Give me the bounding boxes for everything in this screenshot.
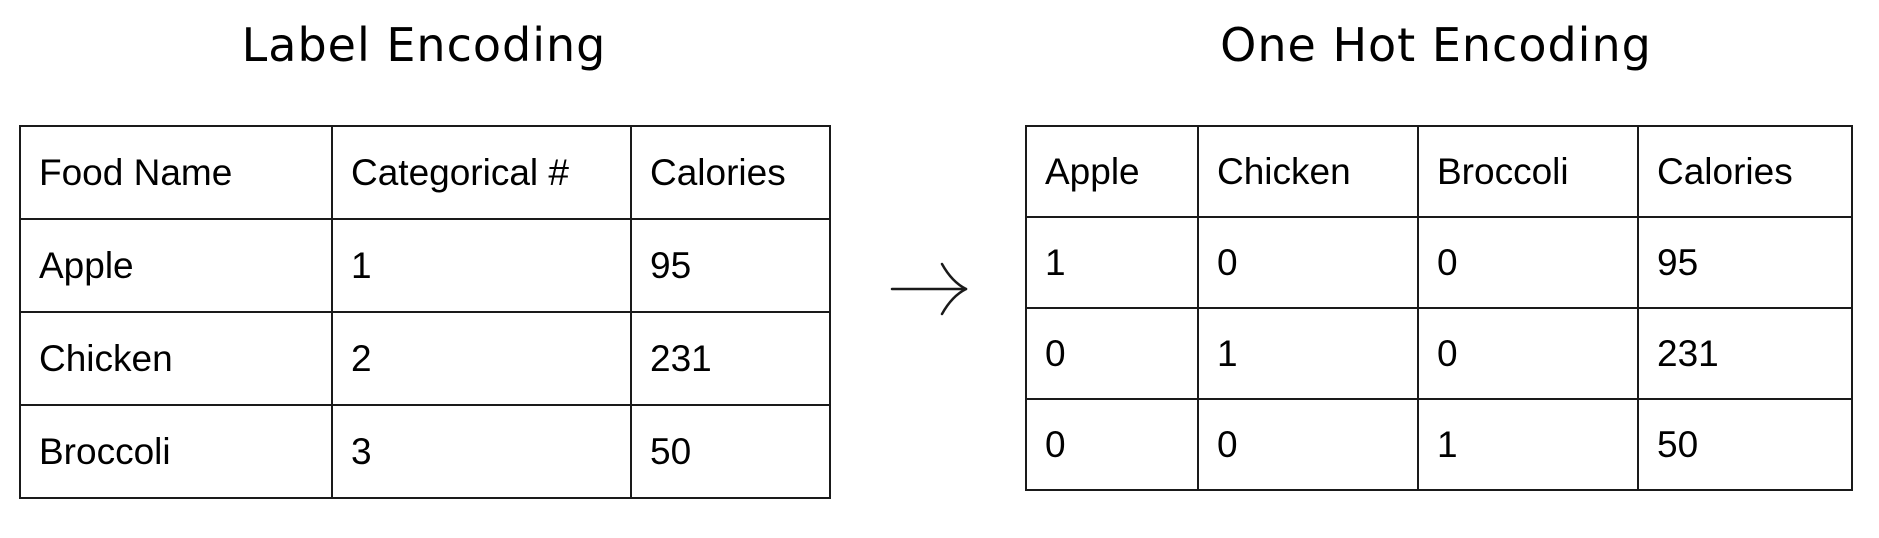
header-cell-chicken: Chicken xyxy=(1197,125,1419,218)
table-cell: 3 xyxy=(331,404,632,499)
table-cell: 1 xyxy=(331,218,632,313)
table-row: Apple 1 95 xyxy=(19,218,831,313)
label-encoding-title: Label Encoding xyxy=(241,18,607,72)
label-encoding-table: Food Name Categorical # Calories Apple 1… xyxy=(19,125,831,499)
table-cell: Apple xyxy=(19,218,333,313)
header-cell-food-name: Food Name xyxy=(19,125,333,220)
header-cell-calories: Calories xyxy=(1637,125,1853,218)
table-row: Chicken 2 231 xyxy=(19,311,831,406)
right-arrow-icon xyxy=(890,262,968,316)
table-row: Broccoli 3 50 xyxy=(19,404,831,499)
table-cell: Chicken xyxy=(19,311,333,406)
header-cell-calories: Calories xyxy=(630,125,831,220)
table-cell: 0 xyxy=(1417,216,1639,309)
table-header-row: Food Name Categorical # Calories xyxy=(19,125,831,220)
table-cell: 231 xyxy=(1637,307,1853,400)
table-row: 0 0 1 50 xyxy=(1025,398,1853,491)
table-cell: 0 xyxy=(1197,216,1419,309)
one-hot-encoding-table: Apple Chicken Broccoli Calories 1 0 0 95… xyxy=(1025,125,1853,491)
table-cell: 0 xyxy=(1025,307,1199,400)
table-row: 1 0 0 95 xyxy=(1025,216,1853,309)
table-cell: 50 xyxy=(1637,398,1853,491)
table-header-row: Apple Chicken Broccoli Calories xyxy=(1025,125,1853,218)
table-cell: 1 xyxy=(1197,307,1419,400)
table-row: 0 1 0 231 xyxy=(1025,307,1853,400)
table-cell: 95 xyxy=(1637,216,1853,309)
table-cell: 0 xyxy=(1025,398,1199,491)
table-cell: 0 xyxy=(1417,307,1639,400)
table-cell: 1 xyxy=(1417,398,1639,491)
table-cell: 0 xyxy=(1197,398,1419,491)
table-cell: 2 xyxy=(331,311,632,406)
one-hot-encoding-title: One Hot Encoding xyxy=(1220,18,1652,72)
header-cell-categorical: Categorical # xyxy=(331,125,632,220)
header-cell-broccoli: Broccoli xyxy=(1417,125,1639,218)
table-cell: 231 xyxy=(630,311,831,406)
header-cell-apple: Apple xyxy=(1025,125,1199,218)
table-cell: 50 xyxy=(630,404,831,499)
table-cell: 95 xyxy=(630,218,831,313)
table-cell: 1 xyxy=(1025,216,1199,309)
table-cell: Broccoli xyxy=(19,404,333,499)
